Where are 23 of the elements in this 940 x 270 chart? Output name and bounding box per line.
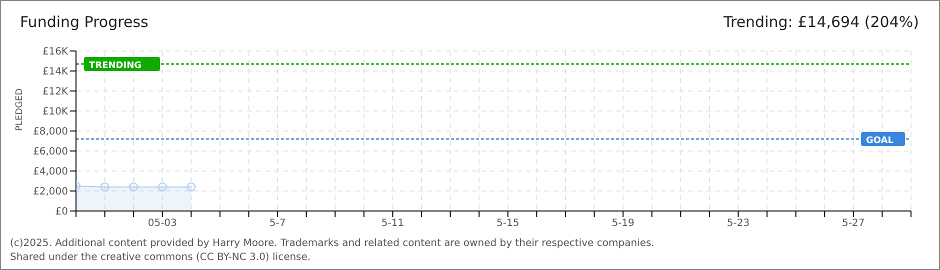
x-tick-label: 05-03 xyxy=(148,218,177,230)
x-tick-label: 5-15 xyxy=(496,218,520,230)
text: Trending: £14,694 (204%) xyxy=(724,13,919,31)
x-tick-label: 5-19 xyxy=(612,218,634,230)
y-tick-label: £4,000 xyxy=(33,166,68,178)
y-tick-label: £8,000 xyxy=(33,126,68,138)
x-tick-label: 5-11 xyxy=(381,218,404,230)
x-tick-label: 5-7 xyxy=(269,218,286,230)
y-tick-label: £14K xyxy=(42,66,68,78)
x-tick-label: 5-23 xyxy=(726,218,750,230)
y-tick-label: £2,000 xyxy=(33,186,68,198)
x-tick-label: 5-27 xyxy=(842,218,865,230)
ref-line-label: GOAL xyxy=(866,136,894,146)
y-tick-label: £0 xyxy=(55,206,68,218)
y-tick-label: £12K xyxy=(42,86,68,98)
text: (c)2025. Additional content provided by Harry Moore. Trademarks and related content are owned by their respective companies. xyxy=(10,237,654,251)
ref-line-label: TRENDING xyxy=(89,61,142,72)
y-axis-title: PLEDGED xyxy=(15,88,26,131)
y-tick-label: £10K xyxy=(42,106,68,118)
y-tick-label: £6,000 xyxy=(33,146,68,158)
text: Shared under the creative commons (CC BY-NC 3.0) license. xyxy=(10,251,312,265)
chart-title: Funding Progress xyxy=(20,13,148,31)
y-tick-label: £16K xyxy=(42,46,68,58)
